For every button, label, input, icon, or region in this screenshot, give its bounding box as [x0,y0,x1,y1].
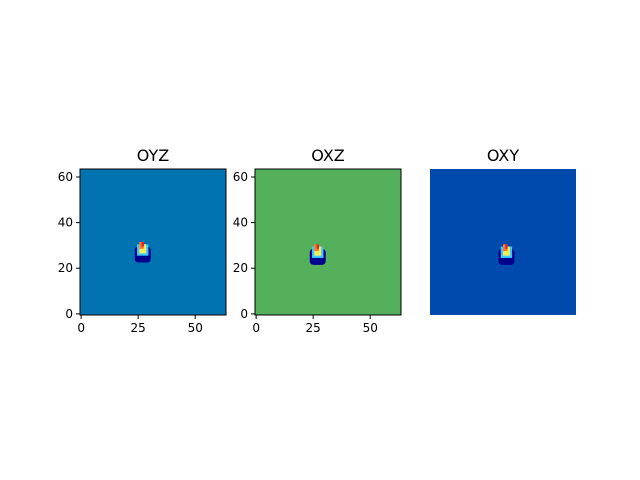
y-tick-label: 40 [233,216,248,230]
x-tick-label: 25 [306,321,321,335]
panel-title: OXZ [311,146,345,165]
heatmap-background [255,169,401,315]
y-tick-label: 0 [65,307,73,321]
axes: 0 25 50 0 20 40 60 [233,168,402,335]
panel-title: OYZ [137,146,169,165]
y-tick-label: 20 [233,261,248,275]
heatmap-image [255,169,401,315]
panel-oxz: OXZ 0 25 50 0 20 40 60 [233,146,402,335]
hotspot-core [505,244,508,249]
x-tick-label: 25 [131,321,146,335]
axes: 0 25 50 0 20 40 60 [58,168,227,335]
y-tick-label: 60 [233,170,248,184]
hotspot-core [141,242,144,247]
x-tick-label: 50 [188,321,203,335]
x-tick-label: 0 [252,321,260,335]
y-tick-label: 0 [240,307,248,321]
heatmap-background [80,169,226,315]
y-tick-label: 20 [58,261,73,275]
heatmap-image [80,169,226,315]
hotspot-core [316,244,319,249]
axes-frame [254,168,402,316]
x-tick-label: 0 [77,321,85,335]
panel-oxy: OXY [430,146,576,315]
y-tick-label: 40 [58,216,73,230]
x-tick-label: 50 [363,321,378,335]
panel-oyz: OYZ 0 25 50 0 20 40 60 [58,146,227,335]
heatmap-image [430,169,576,315]
panel-title: OXY [487,146,520,165]
axes-frame [79,168,227,316]
y-tick-label: 60 [58,170,73,184]
heatmap-background [430,169,576,315]
